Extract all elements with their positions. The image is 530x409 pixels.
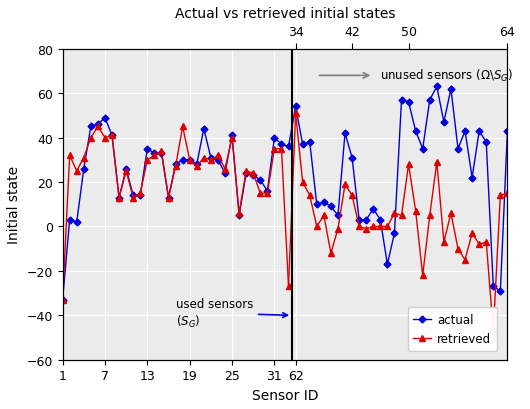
retrieved [59, 298, 66, 303]
actual [158, 151, 165, 156]
actual [130, 193, 136, 198]
actual [87, 125, 94, 130]
actual [102, 116, 108, 121]
retrieved [123, 169, 129, 174]
retrieved [257, 191, 263, 196]
retrieved [236, 211, 242, 216]
actual [222, 171, 228, 176]
retrieved [187, 158, 193, 163]
retrieved [137, 191, 144, 196]
retrieved [229, 136, 235, 141]
retrieved [285, 284, 292, 289]
Title: Actual vs retrieved initial states: Actual vs retrieved initial states [175, 7, 395, 21]
Legend: actual, retrieved: actual, retrieved [408, 307, 497, 351]
X-axis label: Sensor ID: Sensor ID [252, 388, 318, 402]
retrieved [208, 158, 214, 163]
retrieved [222, 167, 228, 172]
actual [109, 134, 115, 139]
actual [66, 218, 73, 223]
retrieved [278, 147, 285, 152]
actual [278, 142, 285, 147]
actual [285, 145, 292, 150]
retrieved [180, 125, 186, 130]
Line: retrieved: retrieved [59, 124, 292, 303]
retrieved [201, 156, 207, 161]
retrieved [243, 169, 249, 174]
retrieved [193, 164, 200, 169]
actual [165, 196, 172, 200]
actual [81, 167, 87, 172]
retrieved [151, 153, 157, 158]
actual [236, 213, 242, 218]
actual [74, 220, 80, 225]
actual [137, 193, 144, 198]
actual [250, 173, 257, 178]
retrieved [74, 169, 80, 174]
retrieved [264, 191, 270, 196]
retrieved [144, 158, 151, 163]
actual [116, 196, 122, 200]
actual [257, 178, 263, 183]
actual [59, 298, 66, 303]
actual [193, 162, 200, 167]
actual [144, 147, 151, 152]
retrieved [87, 136, 94, 141]
retrieved [109, 134, 115, 139]
actual [243, 171, 249, 176]
retrieved [215, 153, 221, 158]
retrieved [116, 196, 122, 200]
actual [151, 151, 157, 156]
retrieved [250, 171, 257, 176]
Text: unused sensors $(\Omega\backslash S_G)$: unused sensors $(\Omega\backslash S_G)$ [381, 68, 514, 84]
actual [271, 136, 278, 141]
retrieved [172, 164, 179, 169]
actual [264, 189, 270, 194]
actual [229, 134, 235, 139]
actual [172, 162, 179, 167]
retrieved [271, 147, 278, 152]
Text: used sensors
$(S_G)$: used sensors $(S_G)$ [175, 298, 287, 329]
actual [201, 127, 207, 132]
actual [208, 156, 214, 161]
actual [215, 158, 221, 163]
retrieved [102, 136, 108, 141]
Line: actual: actual [60, 116, 291, 303]
actual [180, 158, 186, 163]
retrieved [158, 149, 165, 154]
retrieved [66, 153, 73, 158]
retrieved [130, 196, 136, 200]
retrieved [95, 125, 101, 130]
actual [95, 122, 101, 127]
actual [187, 158, 193, 163]
actual [123, 167, 129, 172]
Y-axis label: Initial state: Initial state [7, 166, 21, 244]
retrieved [81, 156, 87, 161]
retrieved [165, 196, 172, 200]
